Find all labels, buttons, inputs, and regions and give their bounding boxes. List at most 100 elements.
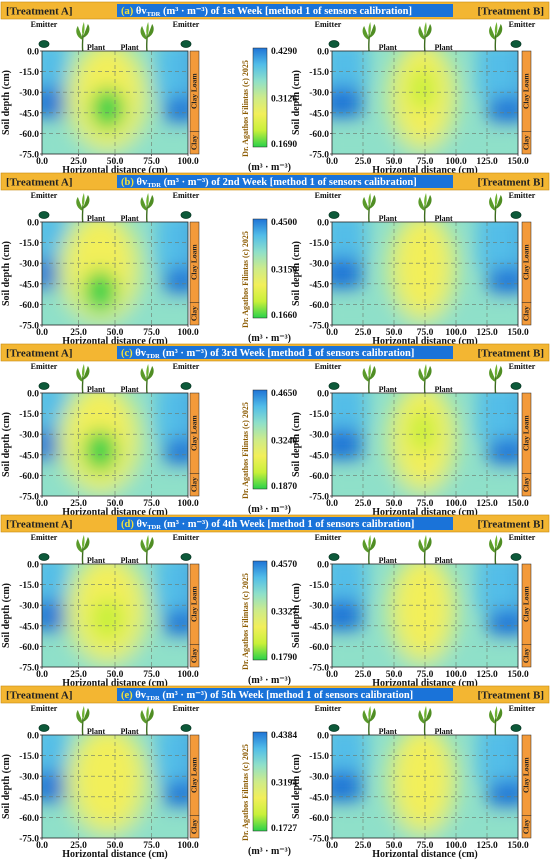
panel-d-b-xlabel: Horizontal distance (cm) <box>372 678 478 689</box>
panel-a-treatment-a-label: [Treatment A] <box>6 6 73 18</box>
y-tick-label: -45.0 <box>19 793 39 803</box>
wet-edge-left-outer <box>42 51 68 88</box>
panel-e-colorbar-mid: 0.3194 <box>271 779 297 789</box>
plant-leaf <box>140 539 148 553</box>
panel-a-b-plant-icon <box>362 22 376 53</box>
panel-c-a-plant-label: Plant <box>87 385 106 394</box>
plant-leaf <box>368 22 371 36</box>
panel-b-title-box <box>117 175 453 188</box>
plant-leaf <box>82 706 85 720</box>
y-tick-label: -30.0 <box>19 602 39 612</box>
panel-c-title: (c) θvTDR (m³ · m⁻³) of 3rd Week [method… <box>121 348 414 360</box>
plant-leaf <box>76 368 83 382</box>
panel-d-b-emitter-label: Emitter <box>315 533 342 542</box>
panel-a-a-emitter-icon <box>38 40 50 48</box>
plant-leaf <box>146 706 149 720</box>
y-tick-label: -30.0 <box>309 431 329 441</box>
layer-label-clay-loam: Clay Loam <box>522 586 531 622</box>
panel-b-colorbar-mid: 0.3159 <box>271 266 297 276</box>
panel-c-b-plant-icon <box>489 364 503 395</box>
y-tick-label: -15.0 <box>19 581 39 591</box>
panel-d-b-plant-label: Plant <box>379 556 398 565</box>
panel-e-b-emitter-label: Emitter <box>315 704 342 713</box>
plant-leaf <box>425 195 432 209</box>
y-tick-label: -60.0 <box>19 130 39 140</box>
plume-core <box>91 598 124 640</box>
panel-a-colorbar-max: 0.4290 <box>271 47 297 57</box>
plant-leaf <box>147 537 154 551</box>
plant-leaf <box>494 193 498 207</box>
panel-a-title-box <box>117 4 453 17</box>
panel-c-b-grid <box>332 393 518 496</box>
panel-c-treatment-b-label: [Treatment B] <box>478 348 545 360</box>
panel-e-treatment-a-label: [Treatment A] <box>6 690 73 702</box>
panel-c-title-box <box>117 346 453 359</box>
x-tick-label: 0.0 <box>36 157 48 167</box>
panel-c-b-xlabel: Horizontal distance (cm) <box>372 507 478 518</box>
x-tick-label: 50.0 <box>107 670 124 680</box>
plant-leaf <box>369 537 376 551</box>
panel-c-b-ylabel: Soil depth (cm) <box>291 412 302 477</box>
x-tick-label: 50.0 <box>386 841 403 851</box>
plant-leaf <box>369 24 376 38</box>
panel-a-b-emitter-icon <box>328 40 340 48</box>
x-tick-label: 100.0 <box>445 670 467 680</box>
panel-a-a-plant-icon <box>76 22 90 53</box>
y-tick-label: -30.0 <box>309 89 329 99</box>
title-theta: θv <box>134 177 148 188</box>
plant-leaf <box>76 710 83 724</box>
panel-c-b-plant-icon <box>418 364 432 395</box>
x-tick-label: 125.0 <box>476 328 498 338</box>
title-theta: θv <box>133 690 147 701</box>
layer-label-clay-loam: Clay Loam <box>522 73 531 109</box>
y-tick-label: -60.0 <box>19 814 39 824</box>
wet-edge-left-outer <box>332 735 367 772</box>
panel-b-treatment-b-label: [Treatment B] <box>478 177 545 189</box>
layer-label-clay-loam: Clay Loam <box>190 244 199 280</box>
plant-leaf <box>76 26 83 40</box>
x-tick-label: 25.0 <box>355 841 372 851</box>
y-tick-label: 0.0 <box>317 219 329 229</box>
title-theta: θv <box>133 6 147 17</box>
panel-b-a-emitter-icon <box>180 211 192 219</box>
plant-leaf <box>140 368 148 382</box>
panel-e-colorbar-unit: (m³ · m⁻³) <box>248 846 291 857</box>
plant-leaf <box>424 193 427 207</box>
layer-label-clay: Clay <box>522 477 531 492</box>
panel-b-a-emitter-label: Emitter <box>173 191 200 200</box>
panel-d-b-layer-bottom <box>521 644 532 668</box>
title-subscript: TDR <box>147 182 161 189</box>
y-tick-label: -60.0 <box>19 301 39 311</box>
y-tick-label: -30.0 <box>19 773 39 783</box>
y-tick-label: -45.0 <box>19 280 39 290</box>
panel-a-a-plant-label: Plant <box>87 43 106 52</box>
x-tick-label: 50.0 <box>107 499 124 509</box>
y-tick-label: 0.0 <box>27 732 39 742</box>
field-contours <box>332 393 518 496</box>
panel-e-b-layer-bottom <box>521 815 532 839</box>
wet-edge-left-outer <box>332 51 367 88</box>
panel-b-a-layer-bottom <box>189 302 200 326</box>
plant-leaf <box>146 364 149 378</box>
panel-d-a-field <box>42 564 188 667</box>
panel-d-a-ylabel: Soil depth (cm) <box>1 583 12 648</box>
plant-leaf <box>368 364 371 378</box>
x-tick-label: 50.0 <box>386 499 403 509</box>
panel-e-b-emitter-icon <box>510 724 522 732</box>
panel-e-credit: Dr. Agathos Filintas (c) 2025 <box>241 744 250 841</box>
panel-c-b-plant-label: Plant <box>379 385 398 394</box>
plant-leaf <box>368 193 371 207</box>
plant-leaf <box>147 366 154 380</box>
panel-b-colorbar-min: 0.1660 <box>271 311 297 321</box>
y-tick-label: -75.0 <box>309 151 329 161</box>
wet-edge-right-outer <box>155 393 188 440</box>
panel-e-b-plant-icon <box>362 706 376 737</box>
title-panel-letter: (e) <box>121 690 133 701</box>
wet-edge-right-outer <box>155 564 188 611</box>
panel-e-a-plant-icon <box>76 706 90 737</box>
panel-e-title: (e) θvTDR (m³ · m⁻³) of 5th Week [method… <box>121 690 413 702</box>
plant-leaf <box>418 26 425 40</box>
panel-a-a-ylabel: Soil depth (cm) <box>1 70 12 135</box>
panel-d-treatment-a-label: [Treatment A] <box>6 519 73 531</box>
